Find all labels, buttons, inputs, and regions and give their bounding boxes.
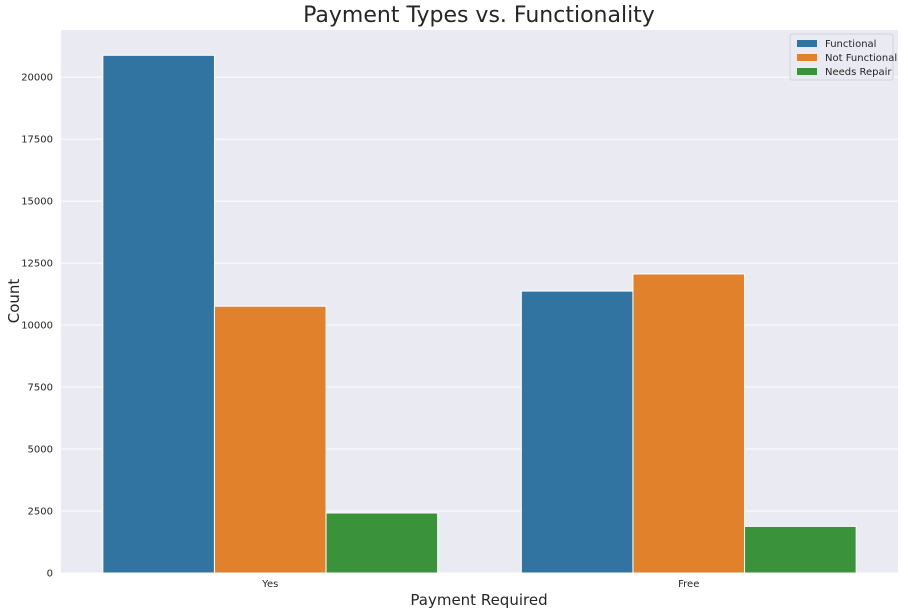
y-tick-label: 2500 (28, 507, 53, 518)
x-axis-label: Payment Required (410, 591, 547, 609)
legend-swatch-functional (797, 40, 817, 47)
legend-entry-not-functional: Not Functional (797, 53, 897, 64)
legend-swatch-needs-repair (797, 68, 817, 75)
legend-entry-needs-repair: Needs Repair (797, 67, 892, 78)
bar-functional-yes (102, 54, 215, 574)
y-tick-label: 15000 (21, 197, 53, 208)
x-axis-ticks: Yes Free (261, 579, 699, 590)
chart-title: Payment Types vs. Functionality (303, 3, 655, 28)
y-tick-label: 17500 (21, 135, 53, 146)
y-tick-label: 12500 (21, 259, 53, 270)
x-tick-label: Yes (261, 579, 278, 590)
y-tick-label: 5000 (28, 445, 53, 456)
y-axis-ticks: 0 2500 5000 7500 10000 12500 15000 17500 20000 (21, 73, 53, 580)
y-tick-label: 20000 (21, 73, 53, 84)
bar-not-functional-free (632, 273, 746, 574)
legend-label-needs-repair: Needs Repair (825, 67, 892, 78)
legend-label-not-functional: Not Functional (825, 53, 897, 64)
bar-not-functional-yes (213, 305, 327, 574)
y-tick-label: 10000 (21, 321, 53, 332)
legend-entry-functional: Functional (797, 39, 876, 50)
legend-label-functional: Functional (825, 39, 876, 50)
bar-needs-repair-free (744, 525, 857, 574)
bars (102, 54, 857, 574)
x-tick-label: Free (678, 579, 699, 590)
legend-swatch-not-functional (797, 54, 817, 61)
bar-functional-free (520, 290, 634, 574)
legend: Functional Not Functional Needs Repair (789, 33, 897, 81)
y-tick-label: 7500 (28, 383, 53, 394)
y-axis-label: Count (5, 279, 23, 324)
bar-needs-repair-yes (325, 512, 439, 574)
y-tick-label: 0 (47, 569, 53, 580)
